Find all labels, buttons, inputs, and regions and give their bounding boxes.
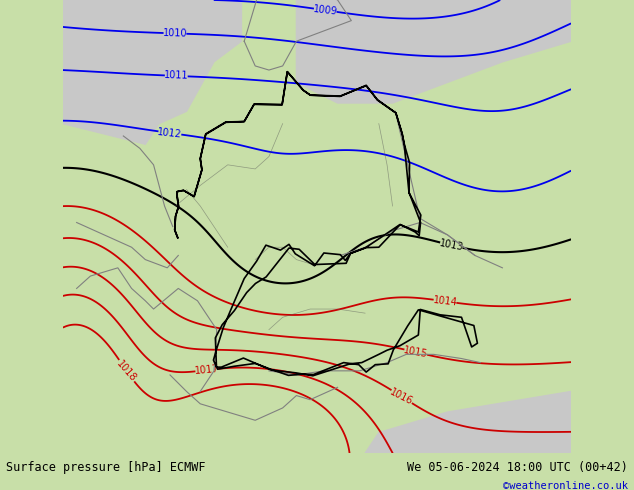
Text: 1009: 1009: [313, 4, 338, 17]
Polygon shape: [365, 392, 571, 453]
Text: ©weatheronline.co.uk: ©weatheronline.co.uk: [503, 481, 628, 490]
Polygon shape: [63, 0, 173, 144]
Text: We 05-06-2024 18:00 UTC (00+42): We 05-06-2024 18:00 UTC (00+42): [407, 461, 628, 474]
Text: 1014: 1014: [432, 295, 458, 308]
Text: 1011: 1011: [164, 71, 189, 81]
Text: 1012: 1012: [157, 126, 183, 139]
Text: Surface pressure [hPa] ECMWF: Surface pressure [hPa] ECMWF: [6, 461, 206, 474]
Text: 1013: 1013: [438, 238, 464, 252]
Text: 1016: 1016: [389, 387, 415, 407]
Text: 1015: 1015: [403, 345, 429, 359]
Polygon shape: [63, 0, 242, 123]
Text: 1010: 1010: [162, 28, 188, 39]
Text: 1017: 1017: [194, 364, 219, 376]
Text: 1018: 1018: [115, 358, 138, 383]
Polygon shape: [297, 0, 571, 103]
